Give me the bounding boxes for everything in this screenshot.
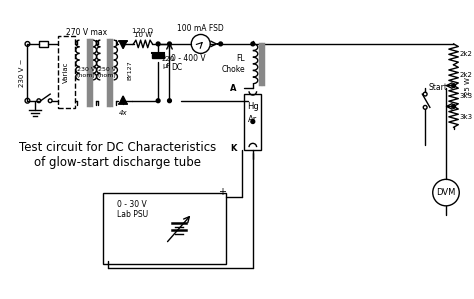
Text: 2k2: 2k2: [459, 72, 472, 78]
Circle shape: [452, 105, 456, 108]
Text: Hg: Hg: [247, 102, 259, 111]
Bar: [153, 54, 164, 58]
Text: DC: DC: [172, 63, 182, 72]
Text: BY127: BY127: [127, 61, 132, 80]
Circle shape: [251, 42, 255, 46]
Text: 3k3: 3k3: [459, 93, 473, 99]
Polygon shape: [119, 96, 127, 103]
Text: DVM: DVM: [436, 188, 456, 197]
Circle shape: [219, 42, 222, 46]
Text: 230 V
(nom): 230 V (nom): [77, 67, 96, 78]
Text: 220
μF: 220 μF: [162, 56, 175, 68]
Text: 25 W: 25 W: [465, 77, 471, 94]
Text: 3k3: 3k3: [459, 114, 473, 120]
Text: 100 mA FSD: 100 mA FSD: [177, 24, 224, 33]
Polygon shape: [119, 41, 127, 49]
Circle shape: [168, 42, 172, 46]
Text: 0 - 400 V: 0 - 400 V: [172, 54, 206, 63]
Circle shape: [156, 99, 160, 103]
Text: 0 - 30 V: 0 - 30 V: [118, 200, 147, 209]
Text: 230 V ~: 230 V ~: [18, 58, 25, 87]
Bar: [58, 36, 75, 108]
Text: 120 Ω: 120 Ω: [132, 28, 154, 33]
Circle shape: [251, 120, 255, 123]
Text: Start: Start: [429, 83, 448, 92]
Text: +: +: [218, 187, 226, 197]
Text: 270 V max: 270 V max: [65, 28, 107, 37]
Circle shape: [156, 42, 160, 46]
Text: 2k2: 2k2: [459, 51, 472, 57]
Text: Ar: Ar: [248, 115, 257, 123]
Bar: [39, 41, 48, 47]
Text: Lab PSU: Lab PSU: [118, 210, 148, 219]
Text: 250 V
(nom): 250 V (nom): [98, 67, 116, 78]
Text: 10 W: 10 W: [134, 32, 152, 38]
Bar: [244, 94, 261, 150]
Text: FL
Choke: FL Choke: [222, 54, 245, 74]
Text: K: K: [230, 144, 237, 152]
Text: Test circuit for DC Characteristics
of glow-start discharge tube: Test circuit for DC Characteristics of g…: [19, 141, 216, 169]
Bar: [103, 193, 226, 264]
Text: Variac: Variac: [63, 62, 69, 83]
Text: A: A: [230, 84, 237, 93]
Circle shape: [452, 84, 456, 88]
Circle shape: [168, 99, 172, 103]
Text: 4x: 4x: [119, 110, 128, 116]
